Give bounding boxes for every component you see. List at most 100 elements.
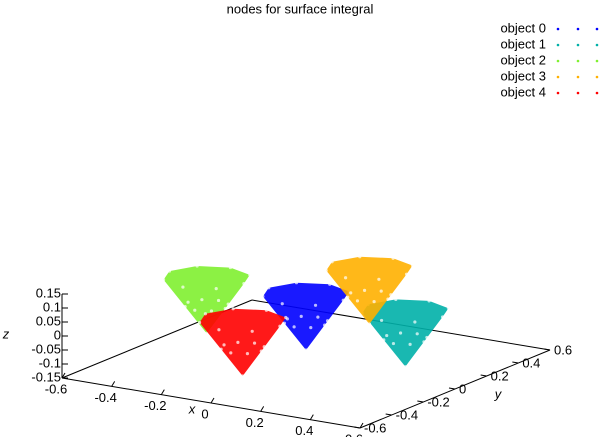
legend-swatch (595, 27, 599, 31)
y-tick (448, 387, 456, 390)
data-point (216, 298, 221, 303)
data-point (415, 332, 419, 336)
data-point (205, 331, 209, 335)
z-tick-label: -0.15 (31, 369, 61, 384)
x-tick-label: 0.2 (246, 415, 264, 430)
data-point (325, 319, 330, 323)
y-tick-label: 0.2 (491, 368, 509, 383)
data-point (245, 352, 250, 356)
cone-fill (262, 282, 350, 350)
data-point (229, 351, 233, 355)
data-point (259, 349, 263, 353)
data-point (264, 308, 269, 312)
data-point (183, 304, 187, 309)
legend-label: object 3 (500, 68, 546, 83)
data-point (292, 325, 296, 329)
y-tick-label: 0.4 (522, 355, 540, 370)
x-tick-label: 0.4 (295, 423, 313, 437)
z-tick-label: 0.15 (36, 285, 61, 300)
z-tick-label: 0.1 (43, 299, 61, 314)
data-point (299, 314, 303, 318)
data-point (404, 272, 409, 276)
data-point (226, 302, 230, 306)
data-point (343, 276, 348, 280)
data-point (379, 289, 383, 293)
y-tick-label: 0 (459, 381, 466, 396)
data-point (309, 326, 313, 330)
y-tick-label: -0.2 (427, 394, 449, 409)
x-tick (61, 372, 66, 379)
y-tick (543, 348, 551, 351)
data-point (389, 293, 393, 297)
x-tick-label: -0.6 (45, 381, 67, 396)
x-tick (359, 422, 364, 429)
legend-swatch (595, 59, 599, 63)
legend-swatch (595, 91, 599, 95)
data-point (261, 294, 265, 299)
z-tick-label: 0 (54, 327, 61, 342)
y-tick (417, 400, 424, 403)
data-point (398, 331, 403, 335)
data-point (372, 300, 376, 304)
data-point (228, 265, 233, 270)
data-point (167, 269, 172, 273)
legend-swatch (576, 91, 580, 95)
data-point (181, 285, 185, 289)
legend-swatch (576, 59, 580, 63)
data-point (346, 295, 350, 299)
data-point (219, 347, 223, 351)
data-point (422, 340, 426, 344)
data-point (250, 329, 254, 333)
data-point (427, 299, 431, 303)
legend-swatch (556, 91, 560, 95)
data-point (195, 264, 199, 268)
x-axis-label: x (188, 401, 196, 416)
data-point (377, 277, 381, 281)
data-point (408, 342, 412, 346)
data-point (391, 256, 395, 260)
y-tick-label: -0.4 (396, 407, 418, 422)
z-tick-label: -0.1 (39, 355, 61, 370)
x-tick (309, 414, 314, 420)
data-point (209, 309, 214, 313)
data-point (313, 303, 318, 307)
data-point (294, 281, 299, 285)
legend-swatch (556, 43, 560, 47)
data-point (324, 268, 328, 273)
legend-swatch (576, 43, 580, 47)
data-point (262, 345, 266, 349)
x-tick-label: -0.4 (94, 390, 116, 405)
data-point (413, 320, 417, 324)
x-tick-label: -0.2 (144, 398, 166, 413)
data-point (231, 307, 235, 311)
data-point (410, 263, 415, 268)
data-point (200, 298, 204, 302)
data-point (193, 308, 197, 312)
data-point (362, 288, 367, 292)
legend-swatch (556, 27, 560, 31)
data-point (446, 306, 451, 310)
data-point (248, 273, 252, 277)
cone-fill (199, 308, 286, 376)
legend-swatch (595, 75, 599, 79)
data-point (341, 298, 345, 302)
y-tick-label: -0.6 (364, 420, 386, 435)
data-point (394, 297, 398, 301)
data-point (425, 335, 429, 340)
x-tick (260, 406, 265, 412)
data-point (161, 278, 166, 282)
legend-swatch (576, 27, 580, 31)
legend-label: object 4 (500, 84, 546, 99)
legend-label: object 1 (500, 36, 546, 51)
data-point (241, 374, 245, 378)
x-tick (210, 397, 215, 404)
y-tick-label: 0.6 (554, 342, 572, 357)
data-point (367, 322, 371, 326)
y-tick (353, 426, 361, 429)
y-tick (480, 374, 487, 377)
data-point (379, 318, 384, 323)
legend-swatch (595, 43, 599, 47)
data-point (391, 341, 396, 346)
data-point (316, 315, 320, 319)
